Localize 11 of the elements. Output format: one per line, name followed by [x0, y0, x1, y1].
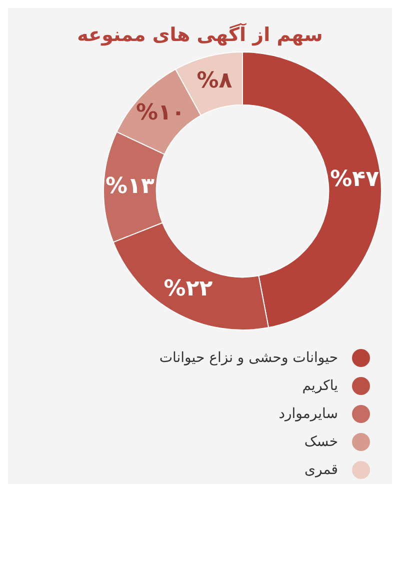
data-label: %۴۷ — [330, 167, 380, 192]
data-label: %۱۳ — [106, 174, 155, 200]
legend-label: خسک — [304, 434, 338, 450]
data-label: %۱۰ — [136, 100, 185, 126]
legend-label: قمری — [304, 462, 338, 478]
legend-label: حیوانات وحشی و نزاع حیوانات — [159, 350, 338, 366]
data-label: %۲۲ — [164, 276, 214, 302]
data-label: %۸ — [196, 68, 233, 94]
chart-title: سهم از آگهی های ممنوعه — [76, 22, 324, 46]
legend-label: یاکریم — [302, 378, 338, 394]
legend-label: سایرموارد — [278, 406, 338, 422]
